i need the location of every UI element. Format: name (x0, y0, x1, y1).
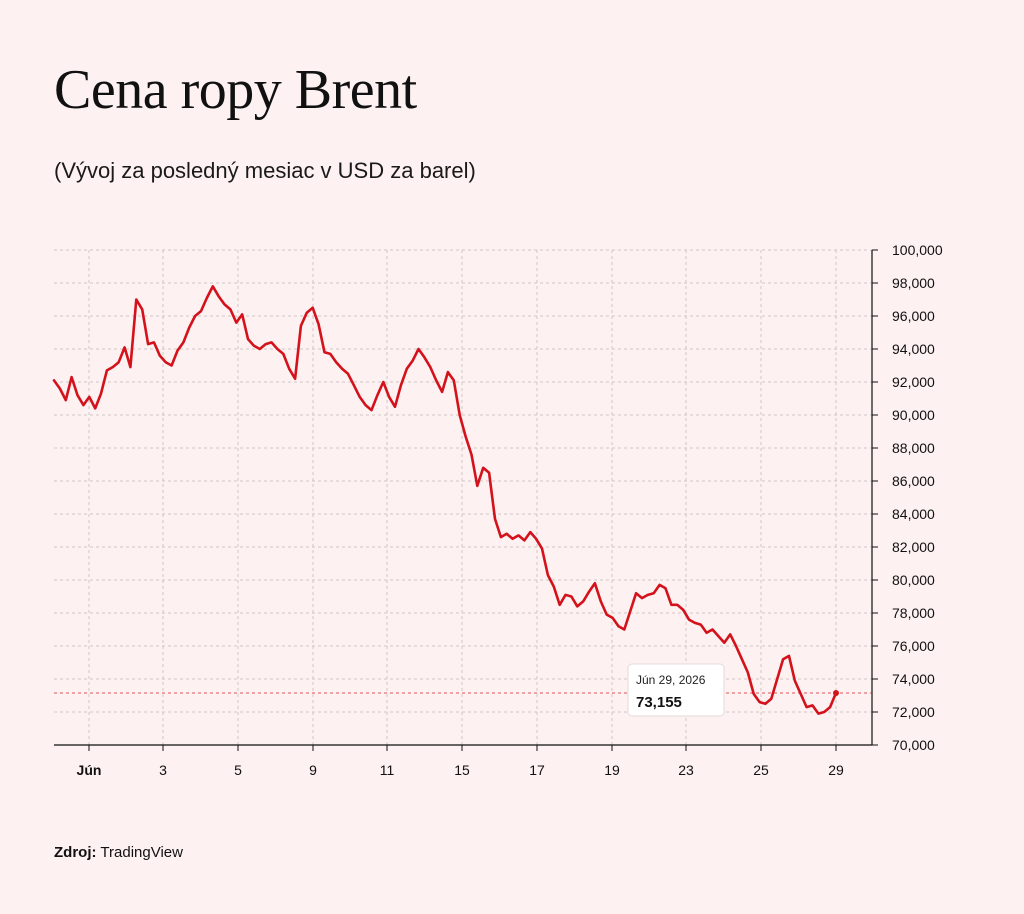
tooltip-date: Jún 29, 2026 (636, 673, 706, 687)
x-tick-label: 29 (828, 762, 844, 778)
y-tick-label: 94,000 (892, 341, 935, 357)
y-tick-label: 78,000 (892, 605, 935, 621)
y-tick-label: 84,000 (892, 506, 935, 522)
x-tick-label: 5 (234, 762, 242, 778)
x-tick-label: 23 (678, 762, 694, 778)
chart-title: Cena ropy Brent (54, 59, 417, 121)
x-tick-label: 9 (309, 762, 317, 778)
tooltip-box (627, 663, 725, 717)
x-tick-label: 15 (454, 762, 470, 778)
y-tick-label: 86,000 (892, 473, 935, 489)
x-tick-label: 11 (380, 762, 395, 778)
x-tick-label: Jún (77, 762, 102, 778)
source-note: Zdroj: TradingView (54, 844, 183, 861)
tooltip-value: 73,155 (636, 694, 682, 711)
y-axis-ticks: 70,000 72,000 74,000 76,000 78,000 80,000 82,0… (872, 242, 943, 753)
y-tick-label: 90,000 (892, 407, 935, 423)
chart-subtitle: (Vývoj za posledný mesiac v USD za barel… (54, 158, 476, 183)
x-tick-label: 17 (529, 762, 545, 778)
axes (54, 250, 873, 746)
value-tooltip: Jún 29, 2026 73,155 (627, 663, 725, 717)
y-tick-label: 82,000 (892, 539, 935, 555)
y-tick-label: 72,000 (892, 704, 935, 720)
y-tick-label: 76,000 (892, 638, 935, 654)
x-axis-ticks: Jún 3 5 9 11 15 17 19 23 25 29 (77, 745, 844, 778)
x-tick-label: 19 (604, 762, 620, 778)
y-tick-label: 88,000 (892, 440, 935, 456)
x-tick-label: 25 (753, 762, 769, 778)
series-line[interactable] (52, 285, 838, 715)
last-point-marker[interactable] (833, 689, 839, 696)
grid-lines (54, 249, 872, 745)
y-tick-label: 100,000 (892, 242, 943, 258)
source-label: Zdroj: (54, 844, 97, 861)
y-tick-label: 70,000 (892, 737, 935, 753)
y-tick-label: 96,000 (892, 308, 935, 324)
y-tick-label: 80,000 (892, 572, 935, 588)
y-tick-label: 74,000 (892, 671, 935, 687)
y-tick-label: 98,000 (892, 275, 935, 291)
source-name: TradingView (100, 844, 183, 861)
y-tick-label: 92,000 (892, 374, 935, 390)
x-tick-label: 3 (159, 762, 167, 778)
